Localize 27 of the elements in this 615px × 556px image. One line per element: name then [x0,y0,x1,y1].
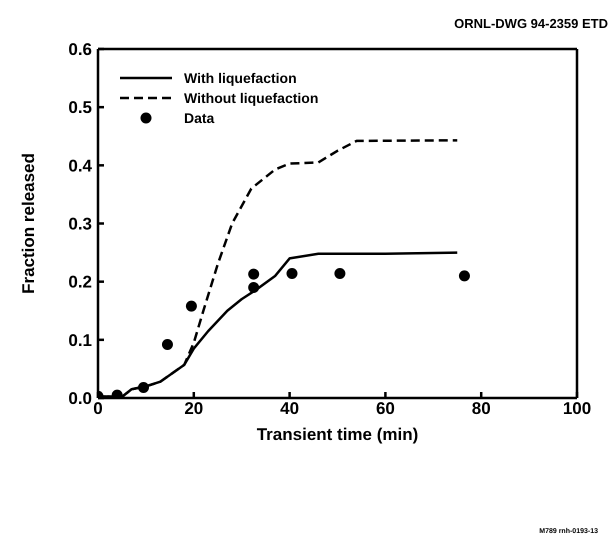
point [334,268,346,280]
x-tick-label: 20 [184,399,204,418]
x-tick-label: 40 [280,399,300,418]
point [248,282,260,293]
point [286,268,298,280]
point [162,338,173,350]
y-tick-label: 0.3 [68,214,92,234]
y-tick-label: 0.0 [68,389,92,408]
x-tick-label: 60 [376,399,395,418]
text: ORNL-DWG 94-2359 ETD [454,16,608,31]
legend-label: Data [184,110,214,126]
point [186,300,197,312]
y-tick-label: 0.2 [68,272,92,292]
legend-label: With liquefaction [184,70,297,86]
x-tick-label: 80 [472,399,491,418]
point [138,382,150,394]
x-tick-label: 100 [562,399,592,418]
y-tick-label: 0.6 [68,40,92,60]
y-axis-title: Fraction released [19,153,38,294]
y-tick-label: 0.1 [68,330,92,350]
y-tick-label: 0.4 [68,156,93,176]
x-tick-label: 0 [93,399,103,418]
point [458,270,470,282]
y-tick-label: 0.5 [68,98,92,118]
point [248,268,260,280]
x-axis-title: Transient time (min) [256,425,418,444]
legend-label: Without liquefaction [184,90,318,106]
